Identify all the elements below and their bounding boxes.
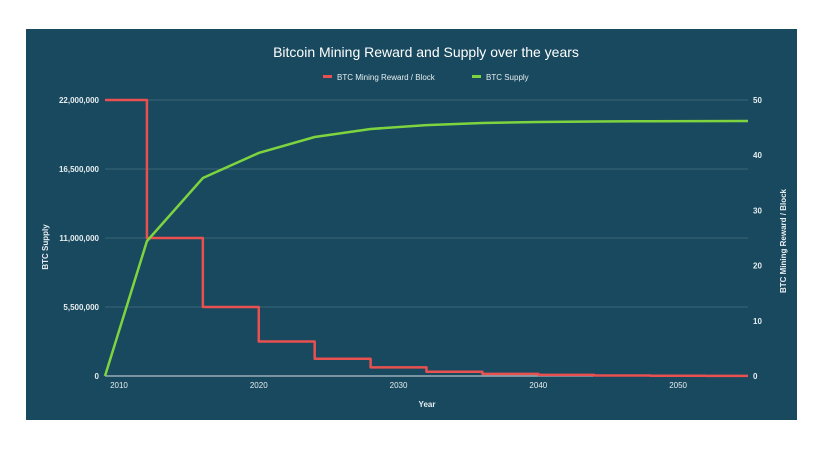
chart-svg: Bitcoin Mining Reward and Supply over th…	[41, 44, 788, 409]
supply-series-line	[103, 119, 749, 377]
legend-swatch-supply	[472, 75, 481, 78]
legend-swatch-reward	[323, 75, 332, 78]
legend-label-supply: BTC Supply	[486, 73, 529, 82]
y-left-tick-label: 5,500,000	[63, 303, 99, 312]
reward-series-line	[105, 98, 748, 378]
x-tick-label: 2050	[669, 381, 687, 390]
y-left-tick-label: 11,000,000	[59, 234, 99, 243]
y-left-tick-label: 16,500,000	[59, 165, 100, 174]
legend-label-reward: BTC Mining Reward / Block	[337, 73, 436, 82]
y-right-tick-label: 0	[753, 372, 758, 381]
y-left-tick-label: 0	[95, 372, 100, 381]
chart-title: Bitcoin Mining Reward and Supply over th…	[273, 44, 579, 60]
y-left-tick-label: 22,000,000	[59, 96, 100, 105]
x-tick-label: 2020	[250, 381, 268, 390]
x-axis-title: Year	[419, 400, 436, 409]
y-right-tick-label: 40	[753, 151, 762, 160]
y-right-tick-label: 50	[753, 96, 762, 105]
y-axis-left-title: BTC Supply	[41, 224, 50, 270]
y-right-tick-label: 20	[753, 262, 762, 271]
y-right-tick-label: 10	[753, 317, 762, 326]
y-axis-right-title: BTC Mining Reward / Block	[779, 188, 788, 293]
legend: BTC Mining Reward / Block BTC Supply	[323, 73, 529, 82]
y-right-tick-label: 30	[753, 206, 762, 215]
x-tick-label: 2010	[110, 381, 128, 390]
x-tick-label: 2030	[390, 381, 408, 390]
chart-area: Bitcoin Mining Reward and Supply over th…	[26, 29, 797, 420]
x-tick-label: 2040	[529, 381, 547, 390]
